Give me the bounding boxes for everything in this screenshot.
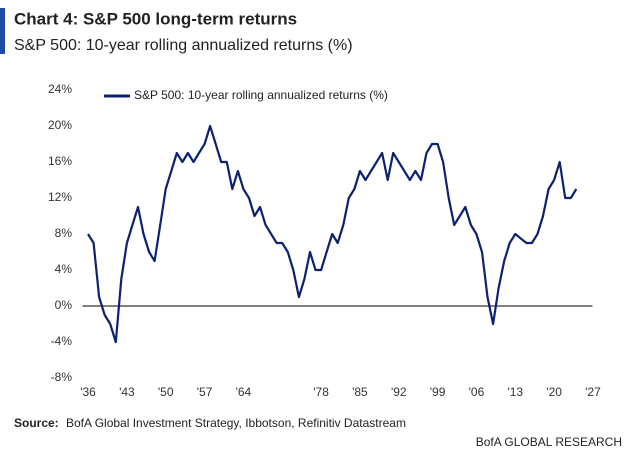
x-tick-label: '27 — [585, 385, 601, 399]
source-label: Source: — [14, 416, 59, 430]
y-tick-label: 12% — [48, 190, 72, 204]
x-tick-label: '64 — [236, 385, 252, 399]
y-tick-label: -8% — [51, 370, 73, 384]
source-text: BofA Global Investment Strategy, Ibbotso… — [66, 416, 406, 430]
x-tick-label: '85 — [352, 385, 368, 399]
y-tick-label: 20% — [48, 118, 72, 132]
y-tick-label: 8% — [55, 226, 73, 240]
y-tick-label: 4% — [55, 262, 73, 276]
legend-label: S&P 500: 10-year rolling annualized retu… — [134, 88, 388, 102]
x-tick-label: '43 — [119, 385, 135, 399]
x-tick-label: '06 — [469, 385, 485, 399]
x-tick-label: '13 — [507, 385, 523, 399]
y-tick-label: 24% — [48, 82, 72, 96]
x-tick-label: '78 — [313, 385, 329, 399]
x-tick-label: '92 — [391, 385, 407, 399]
chart-title: Chart 4: S&P 500 long-term returns — [14, 9, 297, 28]
series-line — [87, 124, 578, 344]
title-accent — [0, 8, 5, 54]
y-tick-label: -4% — [51, 334, 73, 348]
x-tick-label: '36 — [80, 385, 96, 399]
x-tick-label: '20 — [546, 385, 562, 399]
x-tick-label: '50 — [158, 385, 174, 399]
x-tick-label: '57 — [197, 385, 213, 399]
footer: BofA GLOBAL RESEARCH — [476, 435, 622, 449]
chart-subtitle: S&P 500: 10-year rolling annualized retu… — [14, 37, 353, 54]
x-tick-label: '99 — [430, 385, 446, 399]
y-tick-label: 0% — [55, 298, 73, 312]
y-tick-label: 16% — [48, 154, 72, 168]
